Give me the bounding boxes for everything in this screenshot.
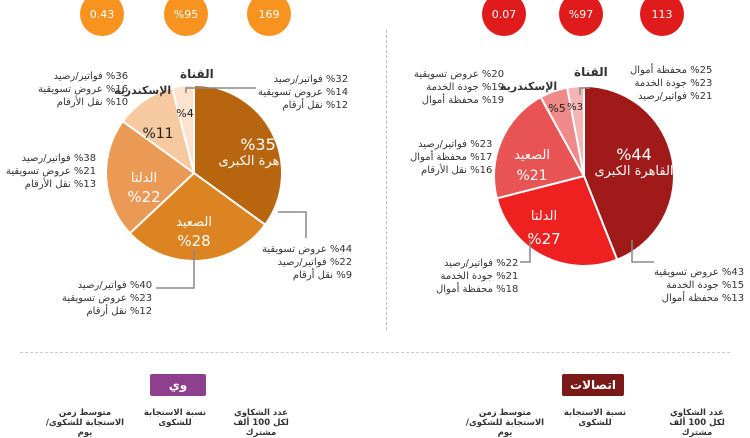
right-slice-0 [583,84,675,261]
callout: %44 عروض تسويقية [262,244,353,255]
right-alex-pct: %5 [548,102,566,115]
kpi-right-3: 113 [640,0,684,36]
kpi-right-1: 0.07 [482,0,526,36]
kpi-left-2: %95 [164,0,208,36]
left-col-complaints: عدد الشكاوي لكل 100 ألف مشترك [233,408,289,438]
right-cairo-name: القاهرة الكبرى [594,164,674,179]
right-cairo-callouts: %43 عروض تسويقية %15 جودة الخدمة %13 محف… [654,266,744,305]
left-slice-2 [105,119,196,235]
right-delta-label: الدلتا %27 [514,206,574,250]
section-divider [20,352,730,353]
left-slice-4 [170,83,195,174]
left-connectors [156,87,307,289]
right-delta-callouts: %22 فواتير/رصيد %21 جودة الخدمة %18 محفظ… [436,257,518,296]
right-slice-4 [565,84,585,177]
right-slice-2 [493,95,586,200]
left-qanat-callouts: %32 فواتير/رصيد %14 عروض تسويقية %12 نقل… [258,73,348,112]
right-col-complaints: عدد الشكاوي لكل 100 ألف مشترك [669,408,725,438]
callout: %21 فواتير/رصيد [637,91,713,102]
callout: %22 فواتير/رصيد [277,257,353,268]
left-qanat-title: القناة [180,67,214,81]
right-saeed-pct: %21 [516,168,548,184]
kpi-left-3: 169 [247,0,291,36]
right-col-response-time: متوسط زمن الاستجابة للشكوى/يوم [465,408,545,438]
kpi-left-1: 0.43 [80,0,124,36]
callout: %40 فواتير/رصيد [77,280,153,291]
right-alex-title: الإسكندرية [500,80,558,93]
right-slice-1 [495,174,619,267]
left-cairo-pct: %35 [240,135,276,154]
callout: %16 نقل الأرقام [421,165,493,176]
left-col-response-time: متوسط زمن الاستجابة للشكوى/يوم [45,408,125,438]
callout: %18 محفظة أموال [436,284,519,295]
right-connectors [520,87,654,263]
left-cairo-label: %35 القاهرة الكبرى [218,136,298,170]
left-qanat-pct: %4 [176,107,194,120]
left-cairo-callouts: %44 عروض تسويقية %22 فواتير/رصيد %9 نقل … [262,243,352,282]
callout: %43 عروض تسويقية [654,267,745,278]
callout: %9 نقل أرقام [292,270,353,281]
left-delta-callouts: %38 فواتير/رصيد %21 عروض تسويقية %13 نقل… [6,152,96,191]
callout: %17 محفظة أموال [410,152,493,163]
callout: %14 عروض تسويقية [258,87,349,98]
callout: %36 فواتير/رصيد [53,71,129,82]
left-slice-1 [128,171,267,262]
left-delta-pct: %22 [127,188,161,206]
callout: %25 محفظة أموال [630,65,713,76]
callout: %16 عروض تسويقية [38,84,129,95]
callout: %21 جودة الخدمة [440,271,519,282]
right-alex-callouts: %20 عروض تسويقية %19 جودة الخدمة %19 محف… [414,68,504,107]
pie-right [493,84,675,267]
left-saeed-name: الصعيد [176,215,212,230]
callout: %19 محفظة أموال [421,95,505,106]
right-qanat-callouts: %25 محفظة أموال %23 جودة الخدمة %21 فوات… [630,64,712,103]
callout: %13 نقل الأرقام [24,179,97,190]
left-alex-title: الإسكندرية [114,84,172,97]
callout: %15 جودة الخدمة [666,280,745,291]
left-cairo-name: القاهرة الكبرى [218,154,298,169]
right-col-response-rate: نسبة الاستجابة للشكوى [563,408,627,428]
pie-left [105,83,283,262]
callout: %12 نقل أرقام [282,100,349,111]
right-qanat-title: القناة [574,65,608,79]
right-saeed-callouts: %23 فواتير/رصيد %17 محفظة أموال %16 نقل … [410,138,492,177]
kpi-right-2: %97 [559,0,603,36]
callout: %22 فواتير/رصيد [443,258,519,269]
callout: %38 فواتير/رصيد [21,153,97,164]
right-delta-name: الدلتا [530,209,558,224]
right-cairo-label: %44 القاهرة الكبرى [594,146,674,180]
callout: %20 عروض تسويقية [414,69,505,80]
right-delta-pct: %27 [527,230,561,248]
right-brand-badge: اتصالات [562,374,624,396]
right-cairo-pct: %44 [616,145,652,164]
left-delta-name: الدلتا [130,171,158,186]
callout: %13 محفظة أموال [661,293,745,304]
right-qanat-pct: %3 [567,102,583,113]
callout: %19 جودة الخدمة [426,82,505,93]
left-brand-badge: وي [150,374,206,396]
right-saeed-label: الصعيد %21 [502,146,562,186]
left-alex-pct: %11 [142,126,174,142]
callout: %32 فواتير/رصيد [273,74,349,85]
callout: %23 عروض تسويقية [62,293,153,304]
callout: %21 عروض تسويقية [6,166,97,177]
center-divider [386,30,387,330]
callout: %23 فواتير/رصيد [417,139,493,150]
left-saeed-pct: %28 [177,232,211,250]
callout: %12 نقل أرقام [86,306,153,317]
left-col-response-rate: نسبة الاستجابة للشكوى [143,408,207,428]
callout: %10 نقل الأرقام [56,97,129,108]
left-alex-callouts: %36 فواتير/رصيد %16 عروض تسويقية %10 نقل… [38,70,128,109]
right-saeed-name: الصعيد [514,148,550,163]
left-saeed-callouts: %40 فواتير/رصيد %23 عروض تسويقية %12 نقل… [62,279,152,318]
callout: %23 جودة الخدمة [634,78,713,89]
left-saeed-label: الصعيد %28 [154,214,234,250]
left-delta-label: الدلتا %22 [114,170,174,206]
